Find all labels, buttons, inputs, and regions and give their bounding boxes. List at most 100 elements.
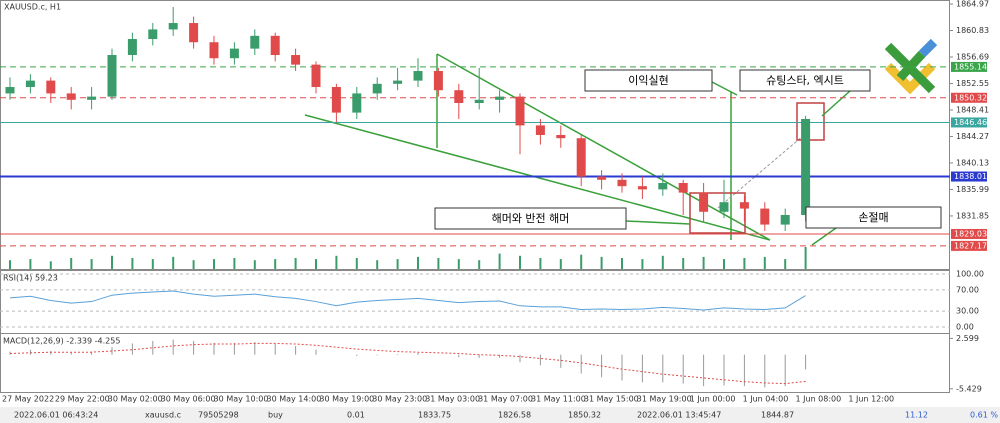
x-tick-label: 1 Jun 00:00 (690, 395, 736, 404)
y-tick-label: 0.00 (956, 323, 974, 332)
candle-body (780, 214, 790, 225)
candle-body (311, 64, 321, 88)
arrow (625, 220, 691, 225)
y-tick-label: 2.599 (956, 334, 979, 343)
candle-body (148, 29, 158, 40)
candle-body (678, 182, 688, 193)
drawings (304, 38, 938, 246)
candle-body (658, 182, 668, 190)
candle-body (352, 93, 362, 113)
candle-body (719, 202, 729, 212)
highlight-box (689, 192, 746, 234)
candle-body (209, 42, 219, 59)
price-level-label: 1827.17 (954, 241, 987, 250)
y-tick-label: 1860.83 (956, 26, 989, 35)
main-pane (0, 0, 950, 270)
arrow (811, 227, 837, 246)
highlight-box (796, 102, 825, 141)
logo-part (884, 42, 936, 94)
logo-part (918, 38, 938, 58)
x-tick-label: 31 May 19:00 (637, 395, 692, 404)
y-tick-label: 1840.13 (956, 158, 989, 167)
candle-body (372, 83, 382, 94)
x-tick-label: 31 May 15:00 (584, 395, 639, 404)
annotation-box (434, 207, 627, 230)
candle-body (617, 179, 627, 187)
annotation-box (805, 206, 942, 229)
candle-body (413, 71, 423, 81)
candle-body (189, 23, 199, 43)
x-tick-label: 31 May 03:00 (425, 395, 480, 404)
candle-body (127, 39, 137, 56)
price-level-tag (951, 171, 987, 182)
candle-body (637, 186, 647, 190)
price-level-tag (951, 61, 987, 72)
status-field: 2022.06.01 06:43:24 (14, 411, 98, 420)
candle-body (393, 80, 403, 84)
y-tick-label: 30.00 (956, 307, 979, 316)
candle-body (760, 208, 770, 225)
candle-body (25, 80, 35, 88)
price-level-label: 1838.01 (954, 172, 987, 181)
candle-body (5, 87, 15, 94)
arrow (821, 90, 851, 117)
y-tick-label: 1831.85 (956, 211, 989, 220)
status-field: 2022.06.01 13:45:47 (637, 411, 721, 420)
candle-body (270, 35, 280, 56)
status-field: buy (268, 411, 283, 420)
status-field: 0.01 (347, 411, 365, 420)
x-tick-label: 1 Jun 04:00 (743, 395, 789, 404)
candle-body (515, 96, 525, 126)
y-tick-label: 1864.97 (956, 0, 989, 9)
trend-line (717, 129, 811, 209)
logo-part (884, 62, 936, 95)
candle-body (229, 48, 239, 59)
status-bar (0, 407, 1000, 423)
x-tick-label: 27 May 2022 (2, 395, 54, 404)
candle-body (556, 135, 566, 139)
x-tick-label: 30 May 14:00 (267, 395, 322, 404)
y-tick-label: 100.00 (956, 270, 984, 279)
x-tick-label: 30 May 10:00 (214, 395, 269, 404)
candle-body (474, 99, 484, 104)
wedge-line (436, 53, 771, 241)
annotation: 슈팅스타, 엑시트 (766, 74, 844, 87)
x-tick-label: 29 May 22:00 (55, 395, 110, 404)
macd-pane (0, 333, 950, 393)
candle-body (46, 80, 56, 94)
y-tick-label: -5.429 (956, 384, 982, 393)
x-tick-label: 30 May 02:00 (108, 395, 163, 404)
x-tick-label: 31 May 11:00 (531, 395, 586, 404)
y-tick-label: 1835.99 (956, 185, 989, 194)
rsi-line (9, 290, 806, 311)
x-tick-label: 30 May 06:00 (161, 395, 216, 404)
annotation-box (739, 69, 871, 92)
candle-body (433, 71, 443, 91)
annotation: 해머와 반전 해머 (492, 211, 570, 225)
pane-frames (0, 0, 950, 393)
macd-title: MACD(12,26,9) -2.339 -4.255 (3, 337, 120, 346)
rsi-title: RSI(14) 59.23 (3, 274, 58, 283)
arrow (711, 81, 738, 96)
y-tick-label: 70.00 (956, 285, 979, 294)
price-level-label: 1829.03 (954, 229, 987, 238)
status-field: 79505298 (198, 411, 239, 420)
candle-body (597, 176, 607, 180)
logo (884, 38, 938, 95)
price-level-tag (951, 240, 987, 251)
status-field: 0.61 % (970, 411, 998, 420)
candle-body (576, 138, 586, 177)
candle-body (535, 125, 545, 135)
price-level-label: 1850.32 (954, 93, 987, 102)
status-field: 11.12 (905, 411, 928, 420)
chart-title: XAUUSD.c, H1 (4, 3, 61, 12)
y-tick-label: 1856.69 (956, 53, 989, 62)
price-level-tag (951, 228, 987, 239)
x-tick-label: 1 Jun 08:00 (796, 395, 842, 404)
candle-body (168, 23, 178, 30)
price-level-label: 1855.14 (954, 62, 987, 71)
status-field: 1850.32 (568, 411, 601, 420)
candle-body (495, 96, 505, 100)
annotation-box (584, 69, 713, 92)
